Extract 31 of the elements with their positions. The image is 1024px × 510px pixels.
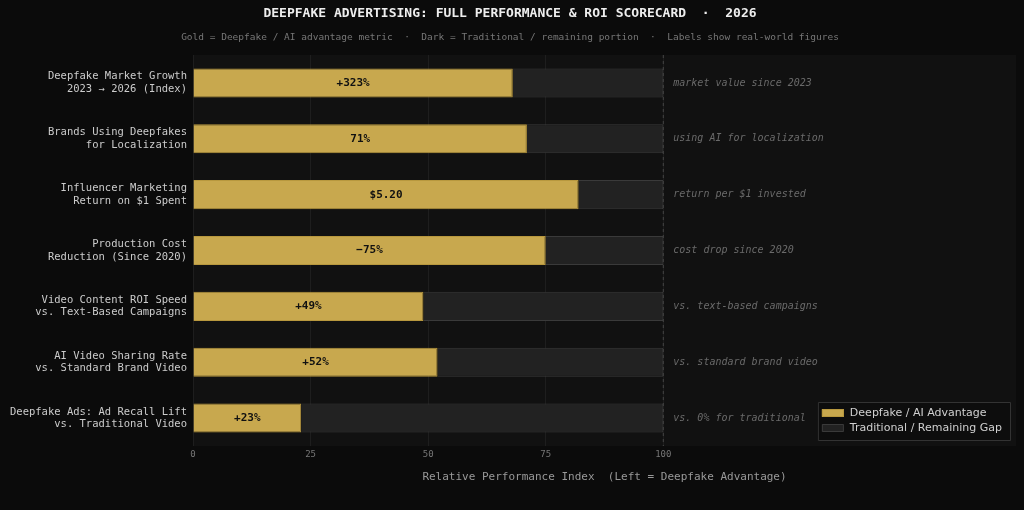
x-axis-title: Relative Performance Index (Left = Deepfake Advantage) (422, 470, 787, 484)
annotation: vs. standard brand video (673, 355, 818, 367)
y-tick-label: Deepfake Market Growth 2023 → 2026 (Index) (47, 69, 187, 94)
y-tick-label: Brands Using Deepfakes for Localization (47, 125, 187, 150)
y-tick-label: AI Video Sharing Rate vs. Standard Brand Video (35, 348, 187, 374)
x-tick-label: 25 (305, 448, 316, 459)
x-tick-label: 0 (190, 448, 196, 459)
annotation: return per $1 invested (673, 188, 807, 200)
chart-title: DEEPFAKE ADVERTISING: FULL PERFORMANCE & ROI SCORECARD · 2026 (263, 5, 757, 21)
annotation: market value since 2023 (672, 76, 812, 88)
x-tick-label: 100 (655, 448, 672, 459)
annotation: +49% (295, 299, 323, 313)
y-tick-label: Video Content ROI Speed vs. Text-Based Campaigns (35, 292, 187, 318)
legend-label: Deepfake / AI Advantage (849, 405, 987, 419)
y-tick-label: Deepfake Ads: Ad Recall Lift vs. Traditional Video (9, 404, 187, 430)
y-tick-label: Influencer Marketing Return on $1 Spent (60, 181, 187, 206)
annotation: cost drop since 2020 (673, 244, 794, 256)
annotation: −75% (356, 243, 384, 257)
annotation: vs. 0% for traditional (673, 411, 806, 423)
annotation: vs. text-based campaigns (673, 299, 818, 311)
chart-subtitle: Gold = Deepfake / AI advantage metric · Dark = Traditional / remaining portion · Labels show real-world figures (181, 30, 839, 42)
y-tick-label: Production Cost Reduction (Since 2020) (47, 236, 187, 262)
legend-label: Traditional / Remaining Gap (848, 420, 1003, 434)
annotation: +52% (302, 355, 330, 369)
annotation: 71% (350, 131, 371, 145)
annotation: using AI for localization (673, 132, 824, 144)
x-tick-label: 75 (540, 448, 552, 459)
annotation: +23% (234, 410, 261, 424)
annotation: +323% (336, 75, 371, 89)
x-tick-label: 50 (422, 448, 434, 459)
annotation: $5.20 (369, 187, 403, 201)
